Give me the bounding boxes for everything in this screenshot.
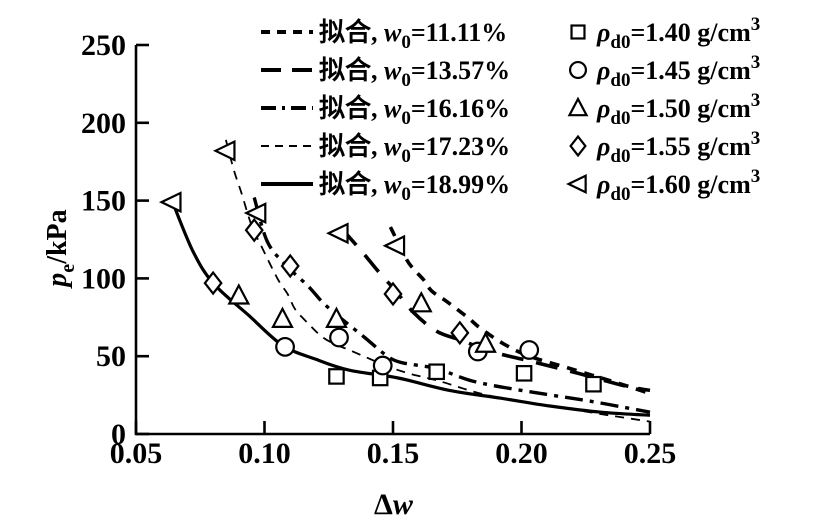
circle-marker: [372, 355, 393, 376]
legend-fit-item-fit-w0-17.23: 拟合, w0=17.23%: [261, 131, 510, 167]
circle-marker: [275, 336, 295, 357]
legend-density-label: ρd0=1.55 g/cm3: [596, 128, 760, 167]
triangle-up-marker: [325, 306, 348, 328]
x-tick-label: 0.20: [495, 437, 548, 470]
circle-marker: [519, 340, 540, 360]
x-axis-title: Δw: [374, 488, 414, 521]
legend-density-label: ρd0=1.45 g/cm3: [596, 52, 760, 91]
diamond-marker: [203, 270, 223, 296]
legend: 拟合, w0=11.11%拟合, w0=13.57%拟合, w0=16.16%拟…: [261, 14, 760, 205]
triangle-left-marker: [326, 222, 349, 245]
legend-marker-circle: [568, 60, 588, 80]
y-tick-label: 250: [81, 29, 126, 62]
diamond-marker: [244, 217, 264, 243]
legend-fit-item-fit-w0-18.99: 拟合, w0=18.99%: [261, 169, 510, 205]
legend-marker-triangle-left: [566, 173, 587, 195]
legend-density-item-density-1.45: ρd0=1.45 g/cm3: [568, 52, 760, 91]
fit-curve-fit-w0-13.57: [340, 227, 651, 393]
axes: 0.05 0.10 0.15 0.20 0.25 0 50 100 150 200 250 pe/kP…: [42, 29, 676, 521]
legend-density-item-density-1.40: ρd0=1.40 g/cm3: [570, 14, 760, 53]
series-density-1.55: [203, 217, 470, 346]
square-marker: [328, 368, 345, 385]
legend-fit-label: 拟合, w0=17.23%: [319, 131, 510, 167]
square-marker: [585, 375, 602, 393]
x-tick-label: 0.10: [238, 437, 291, 470]
legend-density-item-density-1.55: ρd0=1.55 g/cm3: [569, 128, 760, 167]
legend-fit-label: 拟合, w0=11.11%: [319, 17, 507, 53]
x-tick-label: 0.15: [367, 437, 420, 470]
square-marker: [428, 363, 445, 381]
series-density-1.45: [275, 327, 540, 376]
legend-density-item-density-1.50: ρd0=1.50 g/cm3: [567, 90, 760, 129]
y-tick-label: 50: [96, 340, 126, 373]
scatter-points: [158, 139, 602, 393]
legend-density-item-density-1.60: ρd0=1.60 g/cm3: [566, 166, 760, 205]
square-marker: [515, 365, 533, 382]
triangle-left-marker: [243, 202, 267, 225]
circle-marker: [329, 327, 349, 348]
x-tick-label: 0.25: [624, 437, 677, 470]
fit-curve-fit-w0-11.11: [388, 226, 651, 396]
legend-density-label: ρd0=1.40 g/cm3: [596, 14, 760, 53]
legend-marker-triangle-up: [567, 96, 589, 117]
x-tick-label: 0.05: [110, 437, 163, 470]
legend-marker-diamond: [569, 134, 587, 158]
diamond-marker: [450, 320, 470, 346]
triangle-up-marker: [409, 290, 433, 313]
series-density-1.50: [227, 283, 497, 353]
legend-fit-label: 拟合, w0=18.99%: [319, 169, 510, 205]
diamond-marker: [280, 253, 300, 279]
legend-marker-square: [570, 24, 586, 40]
legend-fit-item-fit-w0-16.16: 拟合, w0=16.16%: [261, 93, 510, 129]
legend-fit-label: 拟合, w0=16.16%: [319, 93, 510, 129]
triangle-up-marker: [227, 283, 251, 305]
triangle-left-marker: [212, 139, 236, 162]
y-tick-label: 0: [111, 418, 126, 451]
triangle-left-marker: [158, 191, 182, 214]
triangle-left-marker: [382, 234, 406, 257]
y-axis-title: pe/kPa: [42, 209, 79, 288]
legend-fit-item-fit-w0-13.57: 拟合, w0=13.57%: [261, 55, 510, 91]
y-tick-label: 150: [81, 185, 126, 218]
y-tick-label: 200: [81, 107, 126, 140]
series-density-1.60: [158, 139, 406, 257]
legend-fit-item-fit-w0-11.11: 拟合, w0=11.11%: [261, 17, 507, 53]
legend-fit-label: 拟合, w0=13.57%: [319, 55, 510, 91]
diamond-marker: [383, 281, 403, 307]
legend-density-label: ρd0=1.50 g/cm3: [596, 90, 760, 129]
triangle-up-marker: [271, 306, 294, 328]
legend-density-label: ρd0=1.60 g/cm3: [596, 166, 760, 205]
triangle-up-marker: [474, 331, 497, 353]
y-tick-label: 100: [81, 262, 126, 295]
